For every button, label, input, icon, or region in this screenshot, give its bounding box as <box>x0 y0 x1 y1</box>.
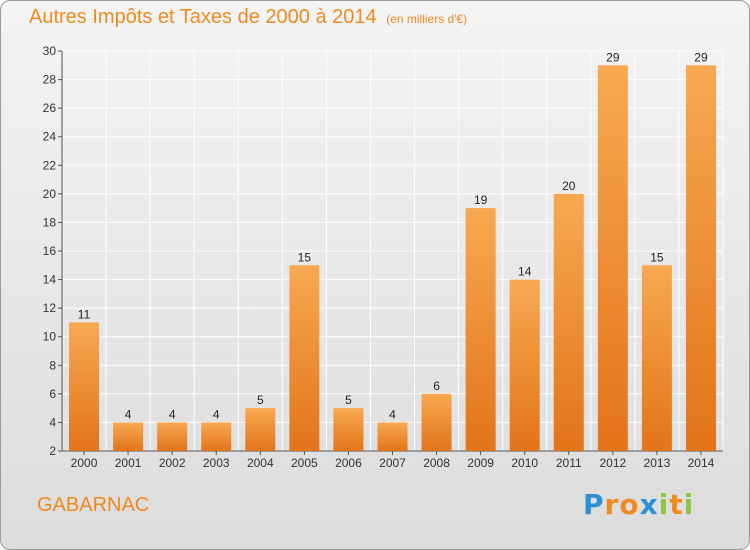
logo-letter: r <box>604 488 620 521</box>
x-tick-label: 2007 <box>379 456 406 470</box>
proxiti-logo: Proxiti <box>583 488 694 521</box>
logo-letter: t <box>669 488 684 521</box>
bar <box>421 393 452 451</box>
y-tick-label: 8 <box>49 358 56 372</box>
logo-letter: i <box>683 488 695 521</box>
bar-value-label: 4 <box>125 407 132 421</box>
x-tick-label: 2001 <box>115 456 142 470</box>
bar-value-label: 4 <box>389 407 396 421</box>
y-tick-label: 6 <box>49 387 56 401</box>
bar-value-label: 6 <box>433 379 440 393</box>
logo-letter: P <box>583 488 605 521</box>
x-tick-label: 2002 <box>159 456 186 470</box>
bar-value-label: 19 <box>474 193 488 207</box>
title-text: Autres Impôts et Taxes de 2000 à 2014 <box>29 6 377 28</box>
bar <box>245 408 276 451</box>
x-tick-label: 2000 <box>71 456 98 470</box>
y-tick-label: 4 <box>49 415 56 429</box>
y-tick-label: 14 <box>43 273 57 287</box>
bar-value-label: 11 <box>78 307 91 321</box>
bar-value-label: 14 <box>518 265 532 279</box>
y-tick-label: 24 <box>43 130 57 144</box>
bar <box>201 422 232 451</box>
bar-value-label: 5 <box>257 393 264 407</box>
bar-value-label: 4 <box>169 407 176 421</box>
bar-value-label: 5 <box>345 393 352 407</box>
y-tick-label: 2 <box>49 444 56 458</box>
bar <box>641 265 672 451</box>
x-tick-label: 2006 <box>335 456 362 470</box>
x-tick-label: 2011 <box>556 456 582 470</box>
bar-value-label: 29 <box>694 50 708 64</box>
y-tick-label: 22 <box>43 158 57 172</box>
x-tick-label: 2003 <box>203 456 230 470</box>
x-tick-label: 2004 <box>247 456 274 470</box>
bar-value-label: 4 <box>213 407 220 421</box>
y-tick-label: 16 <box>43 244 57 258</box>
bar-value-label: 15 <box>298 250 312 264</box>
value-labels: 11 4 4 4 5 15 5 4 6 19 14 20 29 15 29 <box>78 50 708 421</box>
bar <box>509 279 540 451</box>
x-tick-label: 2013 <box>644 456 671 470</box>
x-tick-label: 2008 <box>423 456 450 470</box>
y-tick-label: 10 <box>43 330 57 344</box>
x-tick-label: 2010 <box>511 456 538 470</box>
x-tick-label: 2009 <box>467 456 494 470</box>
bar-value-label: 29 <box>606 50 620 64</box>
x-tick-label: 2012 <box>599 456 626 470</box>
bar-value-label: 20 <box>562 179 576 193</box>
logo-letter: i <box>658 488 670 521</box>
y-tick-label: 20 <box>43 187 57 201</box>
x-tick-label: 2014 <box>688 456 715 470</box>
bar <box>69 322 100 451</box>
bar <box>685 65 716 452</box>
y-tick-label: 26 <box>43 101 57 115</box>
bar <box>289 265 320 451</box>
bar-value-label: 15 <box>650 250 664 264</box>
y-tick-label: 18 <box>43 215 57 229</box>
bar <box>113 422 144 451</box>
x-tick-label: 2005 <box>291 456 318 470</box>
bars <box>69 65 716 452</box>
chart-title: Autres Impôts et Taxes de 2000 à 2014 (e… <box>29 6 467 29</box>
bar <box>553 193 584 451</box>
logo-letter: o <box>619 488 640 521</box>
y-tick-label: 12 <box>43 301 57 315</box>
bar <box>157 422 188 451</box>
subtitle-text: (en milliers d'€) <box>386 12 468 26</box>
bar <box>465 208 496 451</box>
y-tick-label: 30 <box>43 44 57 58</box>
y-tick-label: 28 <box>43 73 57 87</box>
logo-letter: x <box>639 488 659 521</box>
town-name: GABARNAC <box>37 494 150 516</box>
bar <box>597 65 628 452</box>
bar <box>333 408 364 451</box>
bar <box>377 422 408 451</box>
